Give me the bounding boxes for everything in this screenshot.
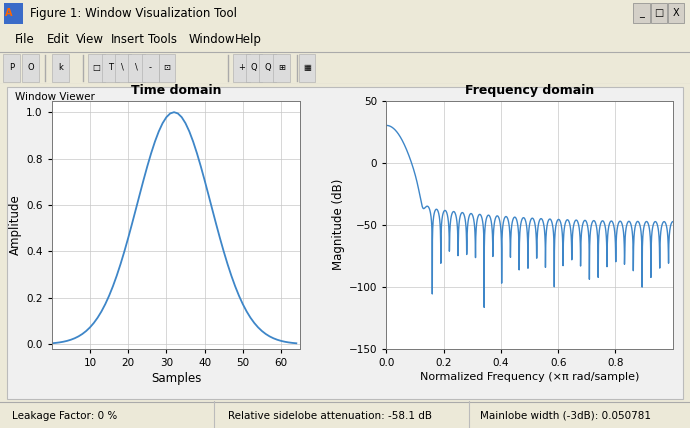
Title: Time domain: Time domain [130, 83, 221, 97]
Text: Leakage Factor: 0 %: Leakage Factor: 0 % [12, 411, 118, 421]
Bar [52, 54, 69, 82]
Text: File: File [15, 33, 35, 46]
Title: Frequency domain: Frequency domain [465, 83, 594, 97]
Text: Q: Q [250, 63, 257, 72]
Bar [233, 54, 250, 82]
Bar [633, 3, 650, 24]
Bar [115, 54, 131, 82]
Text: _: _ [639, 8, 644, 18]
Bar [273, 54, 290, 82]
Bar [246, 54, 262, 82]
Text: □: □ [654, 8, 664, 18]
Bar [142, 54, 159, 82]
Bar [88, 54, 105, 82]
Text: Relative sidelobe attenuation: -58.1 dB: Relative sidelobe attenuation: -58.1 dB [228, 411, 432, 421]
Text: Help: Help [235, 33, 262, 46]
Text: P: P [9, 63, 14, 72]
Bar [3, 54, 20, 82]
Polygon shape [4, 3, 23, 24]
Text: T: T [108, 63, 113, 72]
Text: □: □ [92, 63, 101, 72]
Text: \: \ [121, 63, 124, 72]
Text: Q: Q [264, 63, 271, 72]
Text: ⊞: ⊞ [278, 63, 285, 72]
Text: ⊡: ⊡ [164, 63, 170, 72]
Text: Window: Window [189, 33, 235, 46]
Bar [22, 54, 39, 82]
Bar [4, 3, 23, 24]
Bar [668, 3, 684, 24]
Text: Figure 1: Window Visualization Tool: Figure 1: Window Visualization Tool [30, 7, 237, 20]
Text: -: - [149, 63, 152, 72]
Text: Edit: Edit [47, 33, 70, 46]
Bar [102, 54, 119, 82]
Text: \: \ [135, 63, 138, 72]
Bar [299, 54, 315, 82]
X-axis label: Samples: Samples [150, 372, 201, 385]
Bar [259, 54, 276, 82]
Text: Insert: Insert [110, 33, 144, 46]
Text: A: A [5, 8, 12, 18]
Text: k: k [58, 63, 63, 72]
Y-axis label: Magnitude (dB): Magnitude (dB) [332, 179, 345, 270]
Text: Tools: Tools [148, 33, 177, 46]
Bar [651, 3, 667, 24]
Text: O: O [27, 63, 34, 72]
Text: ▦: ▦ [303, 63, 311, 72]
Text: +: + [238, 63, 245, 72]
Text: View: View [76, 33, 104, 46]
Bar [159, 54, 175, 82]
Y-axis label: Amplitude: Amplitude [9, 194, 22, 255]
Text: X: X [673, 8, 680, 18]
X-axis label: Normalized Frequency (×π rad/sample): Normalized Frequency (×π rad/sample) [420, 372, 639, 382]
Bar [128, 54, 145, 82]
Text: Window Viewer: Window Viewer [15, 92, 95, 102]
Text: Mainlobe width (-3dB): 0.050781: Mainlobe width (-3dB): 0.050781 [480, 411, 651, 421]
